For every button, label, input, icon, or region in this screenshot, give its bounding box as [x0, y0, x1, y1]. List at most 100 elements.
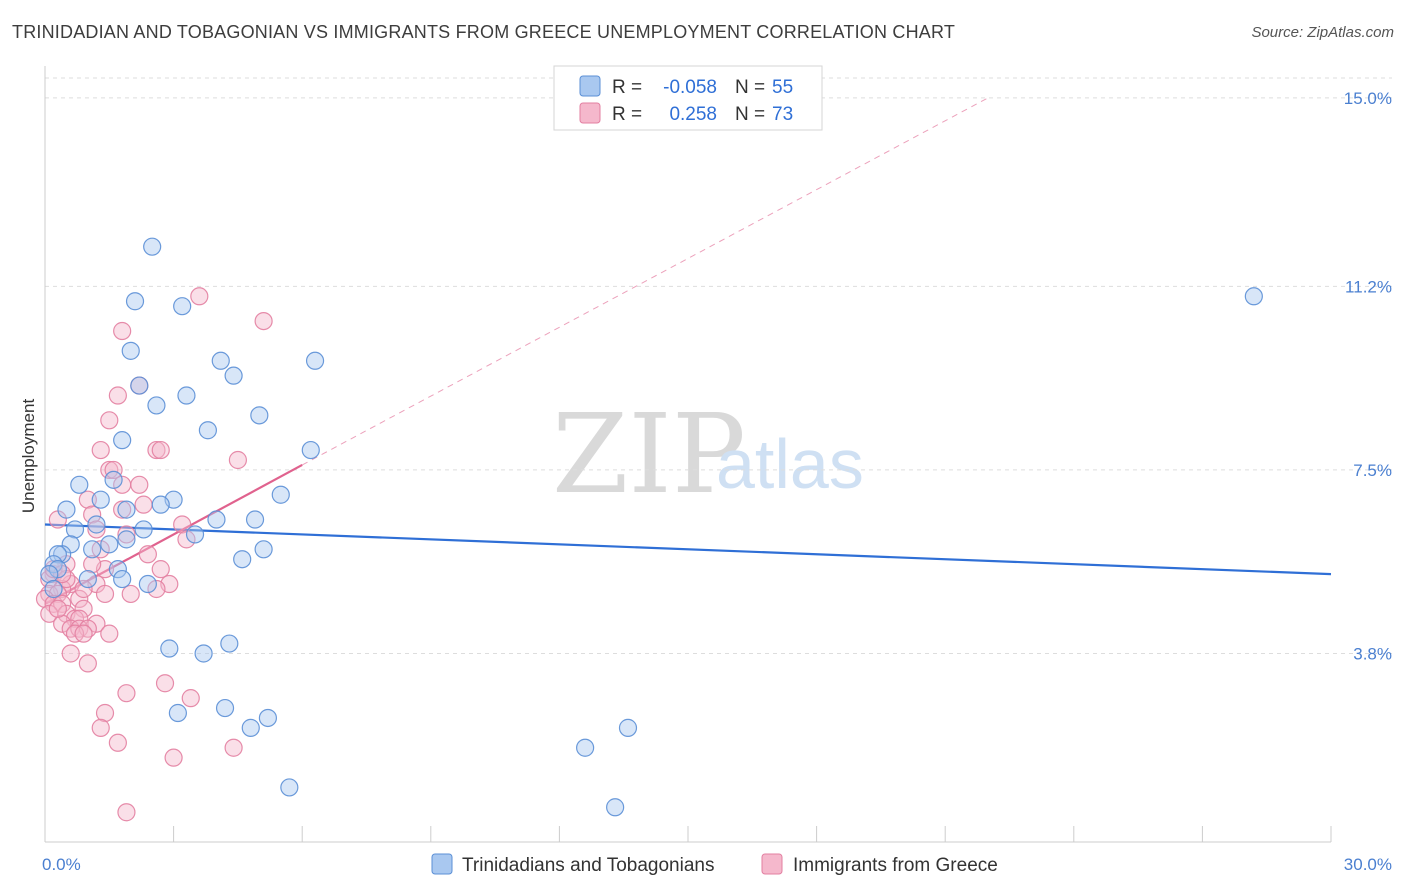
pink-data-point	[83, 505, 102, 524]
pink-data-point	[113, 500, 132, 519]
legend-n-value-1: 55	[772, 77, 793, 98]
blue-data-point	[224, 366, 243, 385]
legend-n-label-1: N =	[735, 77, 765, 98]
pink-data-point	[134, 495, 153, 514]
bottom-legend-label-2: Immigrants from Greece	[793, 855, 998, 876]
pink-data-point	[104, 460, 123, 480]
blue-data-point	[177, 386, 196, 405]
series-legend: Trinidadians and Tobagonians Immigrants …	[431, 853, 998, 876]
blue-data-point	[121, 341, 140, 360]
blue-data-point	[113, 569, 132, 589]
pink-data-point	[117, 803, 136, 822]
blue-data-point	[160, 639, 179, 658]
pink-data-point	[228, 450, 247, 470]
y-tick-label: 7.5%	[1353, 461, 1392, 480]
pink-data-point	[177, 530, 196, 549]
bottom-legend-label-1: Trinidadians and Tobagonians	[462, 855, 714, 876]
pink-data-point	[78, 490, 97, 509]
blue-data-point	[250, 406, 269, 425]
blue-data-point	[70, 475, 89, 494]
watermark-atlas: atlas	[716, 425, 864, 503]
blue-data-point	[1244, 287, 1263, 306]
pink-data-point	[95, 703, 115, 723]
blue-data-point	[57, 500, 76, 519]
pink-data-point	[91, 718, 110, 737]
pink-data-point	[113, 321, 132, 341]
blue-data-point	[151, 495, 170, 514]
correlation-legend: R = -0.058 N = 55 R = 0.258 N = 73	[553, 65, 823, 131]
blue-data-point	[117, 500, 136, 519]
x-tick-label: 0.0%	[42, 855, 81, 874]
blue-data-point	[44, 579, 63, 599]
legend-r-value-2: 0.258	[669, 104, 717, 125]
chart-title: TRINIDADIAN AND TOBAGONIAN VS IMMIGRANTS…	[12, 22, 956, 42]
blue-data-point	[245, 510, 265, 529]
blue-data-point	[87, 515, 106, 534]
blue-data-point	[104, 470, 123, 489]
blue-data-point	[576, 738, 595, 757]
blue-data-point	[194, 644, 213, 663]
y-axis-label: Unemployment	[19, 399, 38, 514]
legend-swatch-pink	[579, 102, 601, 124]
blue-data-point	[108, 560, 127, 579]
blue-data-point	[211, 351, 230, 370]
pink-data-point	[155, 674, 175, 693]
y-tick-labels: 3.8% 7.5% 11.2% 15.0%	[1344, 89, 1392, 664]
blue-data-point	[125, 292, 145, 311]
blue-data-point	[138, 574, 157, 594]
pink-data-point	[78, 654, 97, 673]
pink-data-point	[224, 738, 243, 757]
pink-data-point	[254, 311, 273, 331]
blue-data-point	[130, 376, 149, 395]
pink-data-point	[91, 440, 110, 460]
pink-data-point	[40, 604, 59, 623]
blue-data-point	[241, 718, 260, 737]
pink-data-point	[151, 560, 170, 579]
blue-data-point	[143, 237, 162, 256]
pink-data-point	[147, 440, 166, 460]
blue-data-point	[254, 540, 273, 559]
pink-data-point	[61, 644, 80, 663]
pink-data-point	[87, 520, 106, 539]
y-tick-label: 15.0%	[1344, 89, 1392, 108]
pink-data-point	[164, 748, 183, 767]
blue-data-point	[271, 485, 290, 504]
pink-data-point	[190, 287, 209, 306]
trend-lines	[44, 97, 1332, 605]
axes	[44, 66, 1332, 843]
data-points	[35, 237, 1263, 822]
pink-data-point	[74, 579, 93, 599]
blue-data-point	[100, 535, 119, 554]
pink-data-point	[138, 545, 157, 564]
pink-data-point	[100, 411, 119, 430]
pink-trend-line	[44, 463, 303, 605]
blue-data-point	[198, 421, 217, 440]
blue-data-point	[134, 520, 153, 539]
gridlines	[45, 77, 1392, 654]
bottom-legend-swatch-pink	[761, 853, 783, 875]
pink-data-point	[108, 386, 127, 405]
blue-data-point	[233, 550, 252, 569]
pink-data-point	[117, 684, 136, 703]
legend-swatch-blue	[579, 75, 601, 97]
pink-data-point	[83, 555, 102, 574]
legend-r-value-1: -0.058	[663, 77, 717, 98]
pink-data-point	[74, 624, 93, 643]
legend-r-label-2: R =	[612, 104, 642, 125]
blue-data-point	[207, 510, 226, 529]
pink-data-point	[121, 584, 140, 604]
y-tick-label: 3.8%	[1353, 644, 1392, 663]
pink-data-point	[53, 614, 72, 633]
pink-data-point	[173, 515, 192, 534]
pink-data-point	[151, 440, 170, 460]
blue-data-point	[113, 431, 132, 450]
x-tick-label: 30.0%	[1344, 855, 1392, 874]
blue-data-point	[280, 778, 299, 797]
blue-data-point	[606, 798, 625, 817]
blue-data-point	[91, 490, 110, 509]
blue-data-point	[147, 396, 166, 415]
pink-data-point	[147, 579, 166, 599]
blue-data-point	[40, 565, 59, 584]
blue-data-point	[258, 708, 278, 728]
